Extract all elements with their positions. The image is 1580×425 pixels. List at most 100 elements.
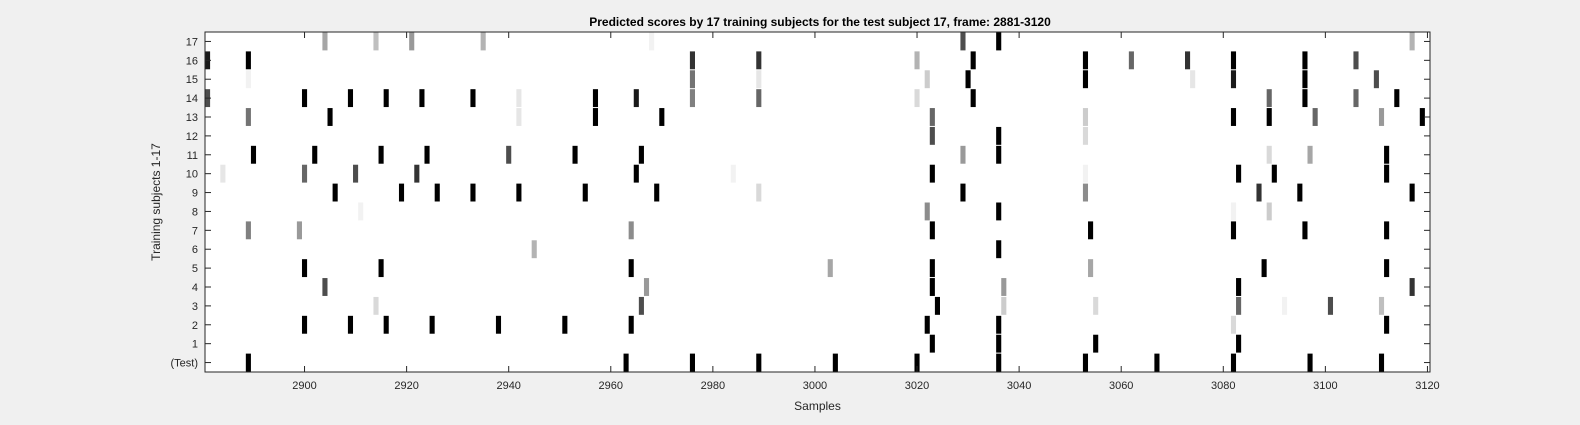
heatmap-cell <box>970 89 976 108</box>
heatmap-cell <box>1384 164 1390 183</box>
heatmap-cell <box>996 126 1002 145</box>
heatmap-cell <box>378 145 384 164</box>
heatmap-cell <box>301 164 308 183</box>
heatmap-cell <box>756 353 762 372</box>
heatmap-cell <box>689 89 695 108</box>
heatmap-cell <box>1302 51 1308 70</box>
heatmap-cell <box>245 51 251 70</box>
heatmap-cell <box>1353 89 1359 108</box>
heatmap-cell <box>1266 145 1272 164</box>
heatmap-cell <box>628 315 634 334</box>
heatmap-cell <box>480 32 486 51</box>
heatmap-cell <box>1082 51 1089 70</box>
heatmap-cell <box>689 70 695 89</box>
plot-frame <box>204 31 1431 373</box>
heatmap-cell <box>220 164 226 183</box>
y-axis-label: Training subjects 1-17 <box>149 143 163 261</box>
y-axis-ticks: 17 16 15 14 13 12 11 10 9 8 7 6 5 4 3 2 1 (Test) <box>171 36 1430 370</box>
heatmap-cell <box>649 32 655 51</box>
heatmap-cell <box>689 353 695 372</box>
heatmap-cell <box>1190 70 1196 89</box>
x-axis-ticks: 2900 2920 2940 2960 2980 3000 3020 3040 3060 3080… <box>292 32 1440 392</box>
heatmap-cell <box>929 259 935 278</box>
y-tick-label: 14 <box>186 93 198 105</box>
heatmap-cell <box>322 278 328 296</box>
heatmap-cell <box>332 183 338 202</box>
heatmap-cell <box>1302 221 1308 240</box>
y-tick-label: 4 <box>192 282 198 294</box>
heatmap-cell <box>633 89 639 108</box>
heatmap-cell <box>419 89 425 108</box>
heatmap-cell <box>347 89 354 108</box>
heatmap-cell <box>322 32 328 51</box>
heatmap-cell <box>373 32 379 51</box>
heatmap-cell <box>1236 296 1242 315</box>
x-tick-label: 2940 <box>496 380 520 392</box>
heatmap-cell <box>1082 108 1089 126</box>
y-tick-label: 9 <box>192 188 198 200</box>
x-tick-label: 2960 <box>599 380 623 392</box>
heatmap-cell <box>1082 164 1089 183</box>
heatmap-cell <box>516 89 522 108</box>
heatmap-cell <box>914 51 920 70</box>
heatmap-cell <box>398 183 405 202</box>
heatmap-cell <box>628 221 634 240</box>
y-tick-label: 13 <box>186 112 198 124</box>
x-tick-label: 3020 <box>905 380 929 392</box>
x-tick-label: 3040 <box>1007 380 1031 392</box>
heatmap-cell <box>1230 202 1237 221</box>
heatmap-cell <box>659 108 665 126</box>
heatmap-cell <box>516 183 522 202</box>
heatmap-cell <box>495 315 502 334</box>
x-tick-label: 2920 <box>394 380 418 392</box>
heatmap-cell <box>914 89 920 108</box>
heatmap-cell <box>1261 259 1267 278</box>
y-tick-label: 11 <box>187 150 198 162</box>
heatmap-cell <box>929 221 935 240</box>
heatmap-cell <box>832 353 838 372</box>
heatmap-cell <box>1281 296 1288 315</box>
heatmap-cell <box>924 70 930 89</box>
y-tick-label: 17 <box>186 36 198 48</box>
heatmap-cell <box>1394 89 1400 108</box>
heatmap-cell <box>960 145 966 164</box>
heatmap-cell <box>633 164 639 183</box>
heatmap-cell <box>730 164 736 183</box>
heatmap-cell <box>250 145 257 164</box>
plot-area <box>205 32 1430 372</box>
heatmap-cell <box>638 145 644 164</box>
heatmap-cell <box>643 278 650 296</box>
heatmap-cell <box>1230 353 1237 372</box>
heatmap-cell <box>1082 353 1089 372</box>
heatmap-cell <box>353 164 359 183</box>
heatmap-cell <box>929 108 935 126</box>
heatmap-cell <box>1093 296 1099 315</box>
heatmap-cell <box>531 240 537 259</box>
heatmap-cell <box>1419 108 1425 126</box>
heatmap-cell <box>756 183 762 202</box>
heatmap-cell <box>623 353 629 372</box>
y-tick-label: 8 <box>192 206 198 218</box>
heatmap-cell <box>756 51 762 70</box>
y-tick-label: 1 <box>192 339 198 351</box>
heatmap-cell <box>1373 70 1379 89</box>
heatmap-cell <box>1409 278 1415 296</box>
heatmap-cell <box>434 183 440 202</box>
heatmap-cell <box>245 108 251 126</box>
heatmap-cell <box>409 32 415 51</box>
heatmap-cell <box>1230 70 1237 89</box>
x-tick-label: 2980 <box>701 380 725 392</box>
heatmap-cell <box>1082 70 1089 89</box>
heatmap-cell <box>327 108 333 126</box>
heatmap-cell <box>996 145 1002 164</box>
heatmap-cell <box>1384 145 1390 164</box>
heatmap-cell <box>924 202 930 221</box>
heatmap-cell <box>1266 108 1272 126</box>
heatmap-cell <box>1307 145 1313 164</box>
heatmap-cell <box>914 353 920 372</box>
y-tick-label: 7 <box>192 225 198 237</box>
heatmap-cell <box>654 183 660 202</box>
heatmap-cell <box>756 70 762 89</box>
heatmap-cell <box>1378 296 1385 315</box>
heatmap-cell <box>827 259 833 278</box>
